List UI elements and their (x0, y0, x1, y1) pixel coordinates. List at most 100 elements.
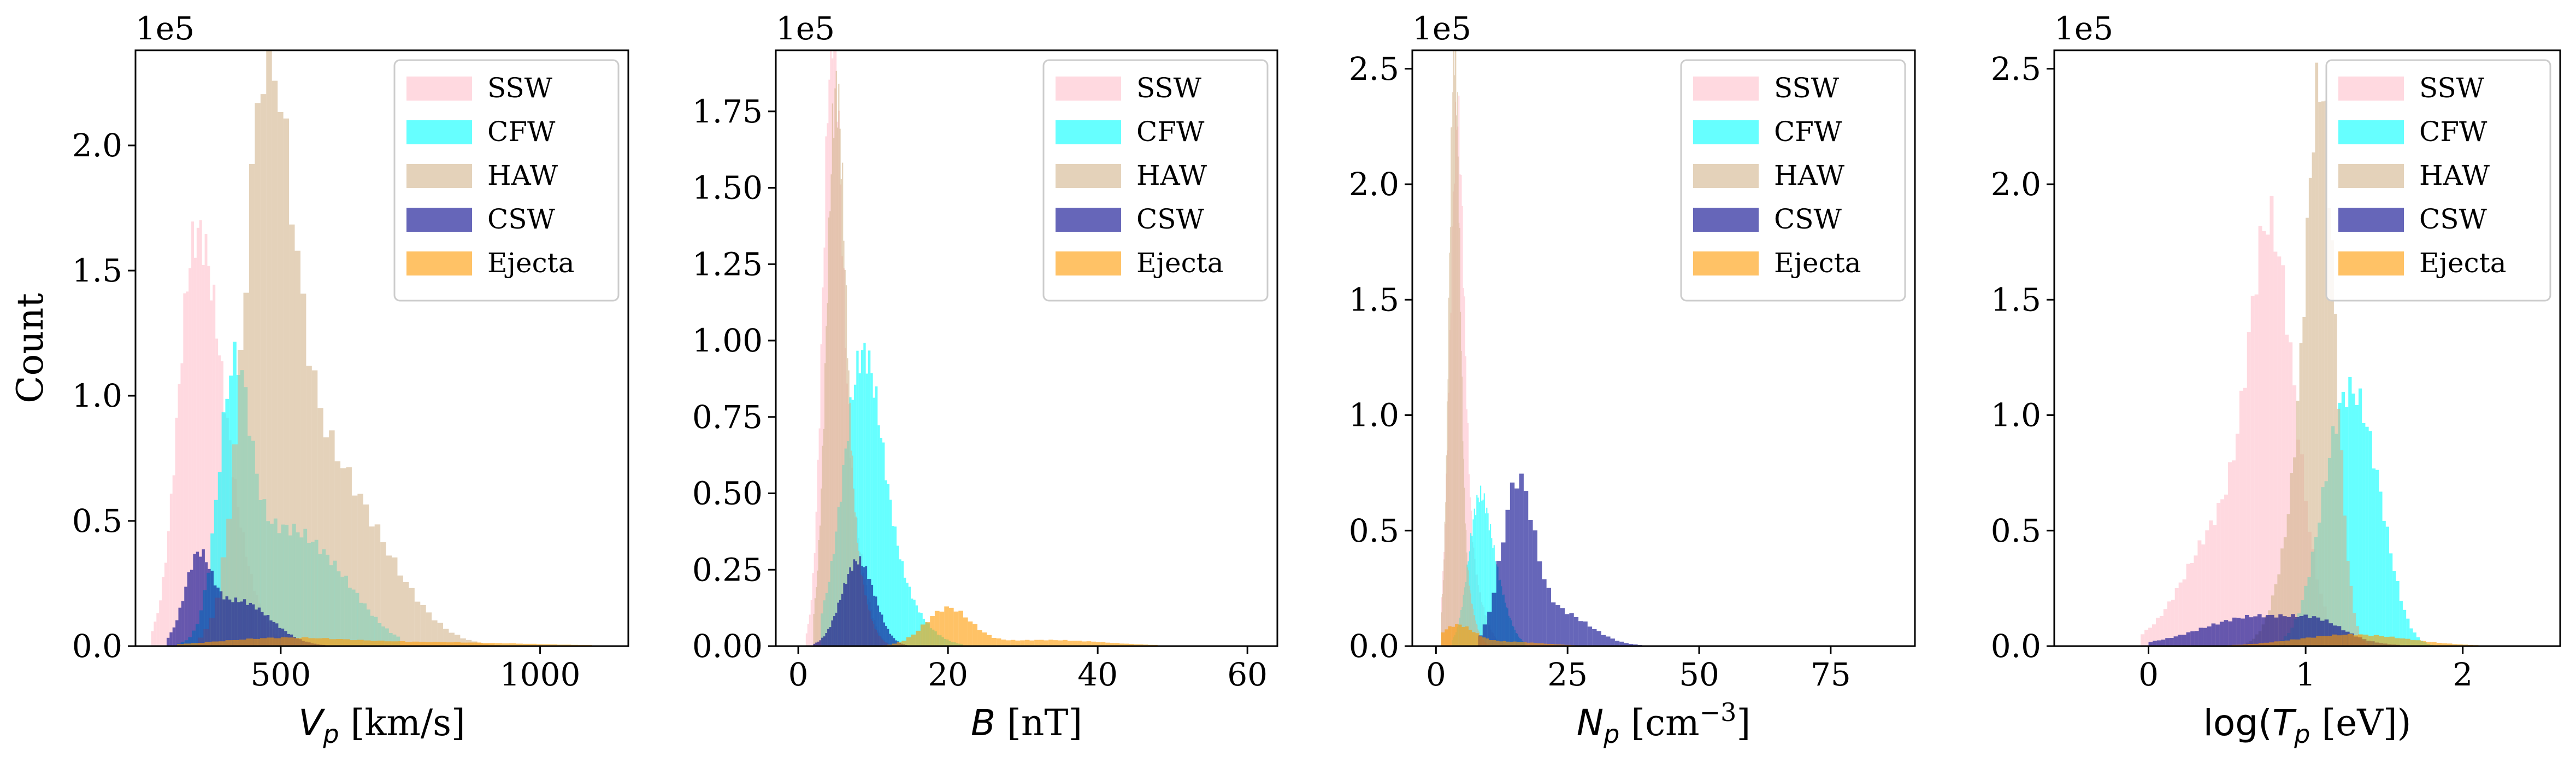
bar-csw (2299, 615, 2304, 646)
bar-csw (2156, 640, 2161, 646)
bar-ejecta (996, 638, 1001, 646)
bar-ssw (193, 257, 197, 646)
bar-csw (172, 627, 176, 646)
bar-haw (1457, 92, 1458, 646)
bar-ejecta (2263, 642, 2270, 646)
bar-cfw (2392, 571, 2396, 646)
bar-ejecta (419, 641, 426, 646)
x-tick-label: 500 (250, 656, 311, 693)
bar-csw (1606, 636, 1611, 646)
bar-ssw (215, 338, 219, 646)
bar-csw (1501, 542, 1506, 646)
bar-ejecta (2436, 642, 2442, 646)
bar-ssw (2205, 530, 2209, 646)
bar-haw (334, 461, 341, 646)
x-axis-label: log(Tp [eV]) (2203, 702, 2412, 749)
bar-csw (225, 596, 228, 646)
bar-ejecta (1465, 626, 1469, 646)
bar-ejecta (1129, 643, 1134, 646)
bar-ssw (2159, 615, 2164, 646)
bar-cfw (2379, 491, 2383, 646)
bar-csw (2232, 617, 2237, 646)
bar-cfw (2406, 618, 2410, 646)
bar-cfw (2382, 520, 2386, 646)
bar-haw (2340, 450, 2344, 646)
bar-haw (848, 370, 850, 646)
bar-haw (226, 518, 232, 646)
bar-haw (827, 303, 828, 646)
bar-ejecta (920, 624, 926, 646)
bar-haw (824, 363, 826, 646)
bar-cfw (1471, 536, 1473, 646)
bar-cfw (856, 350, 859, 646)
legend-label: HAW (1136, 160, 1207, 191)
bar-ssw (2228, 462, 2232, 646)
bar-ejecta (481, 643, 488, 646)
bar-ejecta (1445, 629, 1448, 646)
legend-label: HAW (487, 160, 558, 191)
bar-csw (1519, 473, 1524, 646)
bar-csw (1592, 629, 1597, 646)
bar-csw (2257, 614, 2262, 646)
bar-ssw (2155, 618, 2160, 646)
bar-ejecta (370, 641, 378, 646)
bar-csw (1601, 635, 1606, 646)
bar-csw (202, 549, 205, 646)
bar-haw (1455, 50, 1457, 646)
bar-ejecta (253, 638, 260, 646)
bar-ssw (2186, 564, 2190, 646)
bar-cfw (892, 526, 894, 646)
bar-csw (855, 561, 857, 646)
chart-panel-2: 0.00 0.25 0.50 0.75 1.00 1.25 1.50 1.75 0 20 40 60 1… (692, 10, 1278, 744)
bar-csw (831, 620, 834, 646)
bar-ssw (2141, 634, 2145, 646)
y-tick-label: 1.00 (692, 322, 763, 359)
bar-csw (2198, 628, 2203, 646)
bar-ejecta (1029, 640, 1035, 646)
bar-haw (2315, 62, 2319, 646)
bar-haw (2308, 178, 2312, 646)
bar-haw (317, 408, 323, 646)
bar-ejecta (2353, 635, 2358, 646)
y-tick-label: 1.0 (1349, 397, 1399, 434)
bar-haw (2337, 409, 2341, 646)
bar-ssw (1466, 409, 1467, 646)
bar-ejecta (911, 634, 916, 646)
bar-haw (1468, 570, 1469, 646)
bar-haw (409, 588, 415, 646)
bar-ejecta (1124, 643, 1129, 646)
bar-haw (845, 285, 847, 646)
bar-csw (2203, 628, 2207, 646)
bar-haw (1459, 227, 1460, 646)
bar-csw (275, 623, 279, 646)
bar-haw (822, 445, 823, 646)
bar-ssw (817, 459, 819, 646)
bar-haw (2302, 316, 2306, 646)
bar-haw (374, 524, 381, 646)
bar-haw (278, 112, 284, 646)
bar-haw (2349, 585, 2353, 646)
bar-csw (2182, 635, 2186, 646)
legend: SSW CFW HAW CSW Ejecta (2325, 59, 2551, 302)
bar-ejecta (322, 638, 329, 646)
bar-ejecta (2389, 636, 2395, 646)
bar-haw (2277, 574, 2281, 646)
bar-haw (835, 71, 837, 646)
bar-ejecta (2342, 635, 2348, 646)
bar-haw (2293, 457, 2296, 646)
bar-ejecta (2258, 643, 2264, 646)
legend-swatch-haw (406, 164, 472, 188)
bar-csw (885, 626, 887, 646)
bar-csw (246, 605, 249, 646)
bar-cfw (1483, 493, 1485, 646)
bar-ejecta (1015, 640, 1021, 646)
bar-haw (403, 582, 409, 646)
bar-haw (830, 174, 832, 646)
bar-ejecta (2253, 643, 2259, 646)
series-csw (1478, 473, 1652, 646)
bar-csw (2173, 636, 2178, 646)
bar-cfw (894, 526, 897, 646)
bar-csw (851, 571, 853, 646)
bar-csw (815, 642, 817, 646)
bar-cfw (1477, 497, 1479, 646)
